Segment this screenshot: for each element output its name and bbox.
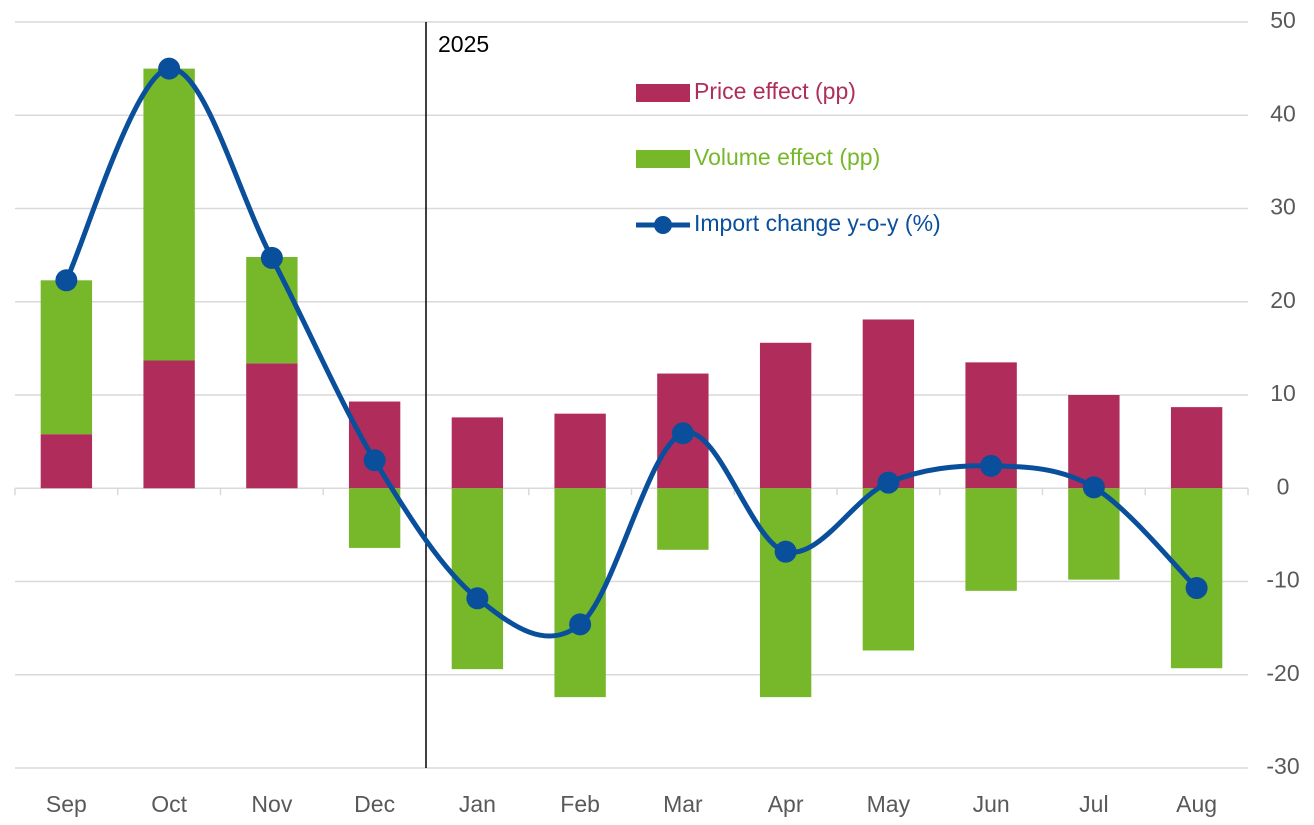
bar <box>246 363 298 489</box>
x-tick-label: Jan <box>459 791 496 817</box>
y-tick-label: 10 <box>1270 380 1296 406</box>
y-tick-label: 40 <box>1270 100 1296 126</box>
line-marker <box>671 422 694 445</box>
line-marker <box>774 540 797 563</box>
x-tick-label: Nov <box>251 791 292 817</box>
bar <box>965 488 1017 591</box>
line-marker <box>980 454 1003 477</box>
bar <box>554 413 606 489</box>
legend-swatch <box>636 150 690 168</box>
bar <box>451 488 504 670</box>
line-marker <box>466 587 489 610</box>
bar <box>451 417 504 489</box>
line-marker <box>1082 476 1105 499</box>
bar <box>759 488 812 698</box>
x-tick-label: Oct <box>151 791 187 817</box>
y-tick-label: -30 <box>1266 753 1299 779</box>
x-tick-label: Aug <box>1176 791 1217 817</box>
line-marker <box>1185 577 1208 600</box>
legend-label: Price effect (pp) <box>694 78 856 104</box>
bar <box>1068 395 1120 489</box>
x-tick-label: Dec <box>354 791 395 817</box>
bar <box>862 488 915 651</box>
bar <box>40 280 93 435</box>
line-marker <box>55 269 78 292</box>
y-tick-label: 50 <box>1270 7 1296 33</box>
bar <box>143 360 195 489</box>
bar <box>554 488 606 698</box>
line-marker <box>569 613 592 636</box>
legend-label: Import change y-o-y (%) <box>694 210 941 236</box>
bar <box>1068 488 1120 580</box>
y-tick-label: -10 <box>1266 567 1299 593</box>
bar <box>348 401 401 489</box>
bar <box>1170 407 1223 489</box>
legend-label: Volume effect (pp) <box>694 144 880 170</box>
bar <box>759 342 812 489</box>
legend-marker <box>654 216 672 234</box>
bar <box>143 68 195 361</box>
bar <box>862 319 915 489</box>
bar <box>246 256 298 364</box>
bar <box>40 434 93 489</box>
y-tick-label: 0 <box>1277 473 1290 499</box>
x-tick-label: Sep <box>46 791 87 817</box>
x-tick-label: May <box>867 791 911 817</box>
x-tick-label: Apr <box>768 791 804 817</box>
legend-swatch <box>636 84 690 102</box>
y-tick-label: 30 <box>1270 194 1296 220</box>
bar <box>348 488 401 548</box>
x-tick-label: Jun <box>973 791 1010 817</box>
annotation: 2025 <box>438 31 489 57</box>
x-tick-label: Jul <box>1079 791 1108 817</box>
line <box>64 66 1199 639</box>
y-tick-label: 20 <box>1270 287 1296 313</box>
y-tick-label: -20 <box>1266 660 1299 686</box>
x-tick-label: Mar <box>663 791 703 817</box>
line-marker <box>158 57 181 80</box>
line-marker <box>363 449 386 472</box>
x-tick-label: Feb <box>560 791 600 817</box>
bar <box>657 488 709 550</box>
line-marker <box>877 471 900 494</box>
line-marker <box>260 246 283 269</box>
